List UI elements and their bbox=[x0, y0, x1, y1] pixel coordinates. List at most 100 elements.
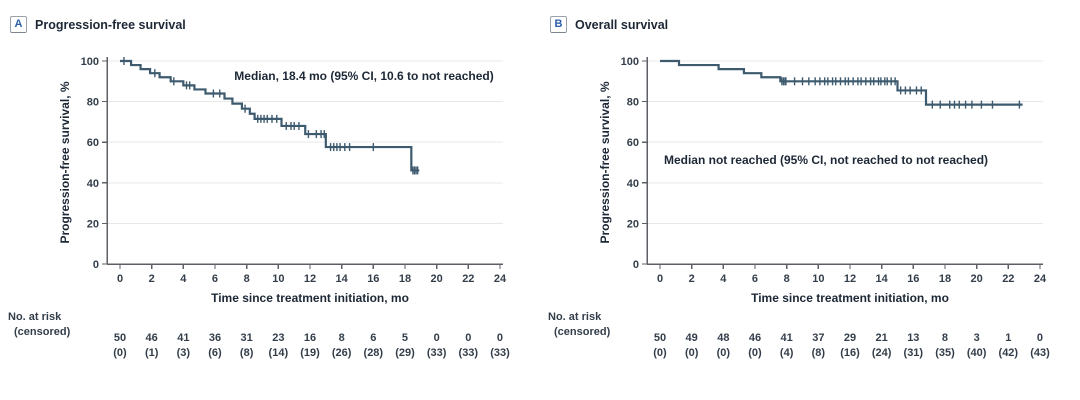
y-tick-label: 20 bbox=[627, 218, 639, 230]
y-tick-label: 60 bbox=[627, 137, 639, 149]
at-risk-value: 29 bbox=[844, 332, 856, 344]
x-tick-label: 0 bbox=[657, 273, 663, 285]
censored-value: (42) bbox=[999, 347, 1019, 359]
y-tick-label: 100 bbox=[621, 56, 639, 68]
at-risk-value: 1 bbox=[1005, 332, 1011, 344]
at-risk-value: 49 bbox=[686, 332, 698, 344]
y-tick-label: 80 bbox=[87, 97, 99, 109]
median-annotation: Median not reached (95% CI, not reached … bbox=[664, 153, 988, 167]
panel-b-header: B Overall survival bbox=[550, 16, 668, 33]
y-tick-label: 20 bbox=[87, 218, 99, 230]
x-axis-title: Time since treatment initiation, mo bbox=[211, 291, 409, 305]
censored-value: (0) bbox=[113, 347, 127, 359]
median-annotation: Median, 18.4 mo (95% CI, 10.6 to not rea… bbox=[234, 69, 493, 83]
censored-value: (31) bbox=[904, 347, 924, 359]
x-tick-label: 16 bbox=[907, 273, 919, 285]
at-risk-value: 50 bbox=[114, 332, 126, 344]
censored-value: (3) bbox=[177, 347, 191, 359]
x-axis-title: Time since treatment initiation, mo bbox=[751, 291, 949, 305]
panel-letter-badge: B bbox=[550, 16, 567, 33]
panel-title: Overall survival bbox=[575, 17, 669, 32]
censored-value: (33) bbox=[490, 347, 510, 359]
x-tick-label: 24 bbox=[1034, 273, 1047, 285]
censored-value: (24) bbox=[872, 347, 892, 359]
y-tick-label: 40 bbox=[87, 178, 99, 190]
x-tick-label: 12 bbox=[844, 273, 856, 285]
at-risk-value: 41 bbox=[177, 332, 189, 344]
at-risk-value: 13 bbox=[907, 332, 919, 344]
censored-value: (26) bbox=[332, 347, 352, 359]
at-risk-value: 0 bbox=[497, 332, 503, 344]
at-risk-value: 5 bbox=[402, 332, 408, 344]
at-risk-value: 21 bbox=[876, 332, 888, 344]
y-tick-label: 60 bbox=[87, 137, 99, 149]
censored-value: (0) bbox=[653, 347, 667, 359]
x-tick-label: 22 bbox=[462, 273, 474, 285]
at-risk-value: 50 bbox=[654, 332, 666, 344]
at-risk-value: 23 bbox=[272, 332, 284, 344]
x-tick-label: 6 bbox=[752, 273, 758, 285]
at-risk-value: 6 bbox=[370, 332, 376, 344]
panel-a-header: A Progression-free survival bbox=[10, 16, 186, 33]
censored-value: (29) bbox=[395, 347, 415, 359]
x-tick-label: 4 bbox=[720, 273, 727, 285]
km-curve bbox=[660, 59, 1023, 106]
x-tick-label: 14 bbox=[876, 273, 889, 285]
x-tick-label: 20 bbox=[431, 273, 443, 285]
x-tick-label: 18 bbox=[939, 273, 951, 285]
x-tick-label: 4 bbox=[180, 273, 187, 285]
at-risk-value: 37 bbox=[812, 332, 824, 344]
y-tick-label: 0 bbox=[633, 259, 639, 271]
censored-value: (1) bbox=[145, 347, 159, 359]
at-risk-value: 0 bbox=[1037, 332, 1043, 344]
censored-table-label: (censored) bbox=[554, 326, 611, 338]
x-tick-label: 2 bbox=[689, 273, 695, 285]
x-tick-label: 22 bbox=[1002, 273, 1014, 285]
censored-value: (40) bbox=[967, 347, 987, 359]
x-tick-label: 24 bbox=[494, 273, 507, 285]
at-risk-value: 46 bbox=[146, 332, 158, 344]
y-axis-title: Progression-free survival, % bbox=[598, 81, 612, 243]
censored-value: (4) bbox=[780, 347, 794, 359]
panel-progression-free-survival: A Progression-free survival 0 20 40 60 80 100… bbox=[8, 16, 510, 359]
at-risk-value: 48 bbox=[717, 332, 729, 344]
x-tick-label: 6 bbox=[212, 273, 218, 285]
at-risk-value: 31 bbox=[241, 332, 253, 344]
panel-letter-badge: A bbox=[10, 16, 27, 33]
censored-value: (8) bbox=[812, 347, 826, 359]
censored-value: (16) bbox=[840, 347, 860, 359]
y-tick-label: 100 bbox=[81, 56, 99, 68]
km-curve bbox=[120, 59, 420, 172]
censored-value: (33) bbox=[427, 347, 447, 359]
at-risk-value: 0 bbox=[434, 332, 440, 344]
censored-value: (19) bbox=[300, 347, 320, 359]
x-tick-label: 8 bbox=[244, 273, 250, 285]
at-risk-value: 36 bbox=[209, 332, 221, 344]
censored-value: (43) bbox=[1030, 347, 1050, 359]
at-risk-value: 0 bbox=[465, 332, 471, 344]
x-tick-label: 8 bbox=[784, 273, 790, 285]
y-tick-label: 0 bbox=[93, 259, 99, 271]
x-tick-label: 14 bbox=[336, 273, 349, 285]
censored-value: (35) bbox=[935, 347, 955, 359]
x-tick-label: 2 bbox=[149, 273, 155, 285]
risk-table-label: No. at risk bbox=[548, 311, 602, 323]
x-tick-label: 0 bbox=[117, 273, 123, 285]
at-risk-value: 16 bbox=[304, 332, 316, 344]
censored-value: (14) bbox=[269, 347, 289, 359]
censored-value: (0) bbox=[717, 347, 731, 359]
x-tick-label: 12 bbox=[304, 273, 316, 285]
censored-value: (0) bbox=[748, 347, 762, 359]
x-tick-label: 16 bbox=[367, 273, 379, 285]
risk-table-label: No. at risk bbox=[8, 311, 62, 323]
censored-value: (0) bbox=[685, 347, 699, 359]
at-risk-value: 8 bbox=[942, 332, 948, 344]
censored-value: (28) bbox=[364, 347, 384, 359]
y-axis-title: Progression-free survival, % bbox=[58, 81, 72, 243]
censored-value: (33) bbox=[459, 347, 479, 359]
censored-value: (6) bbox=[208, 347, 222, 359]
at-risk-value: 8 bbox=[339, 332, 345, 344]
panel-overall-survival: B Overall survival 0 20 40 60 80 100 0 2 4 6 8 10 12… bbox=[540, 0, 1080, 400]
